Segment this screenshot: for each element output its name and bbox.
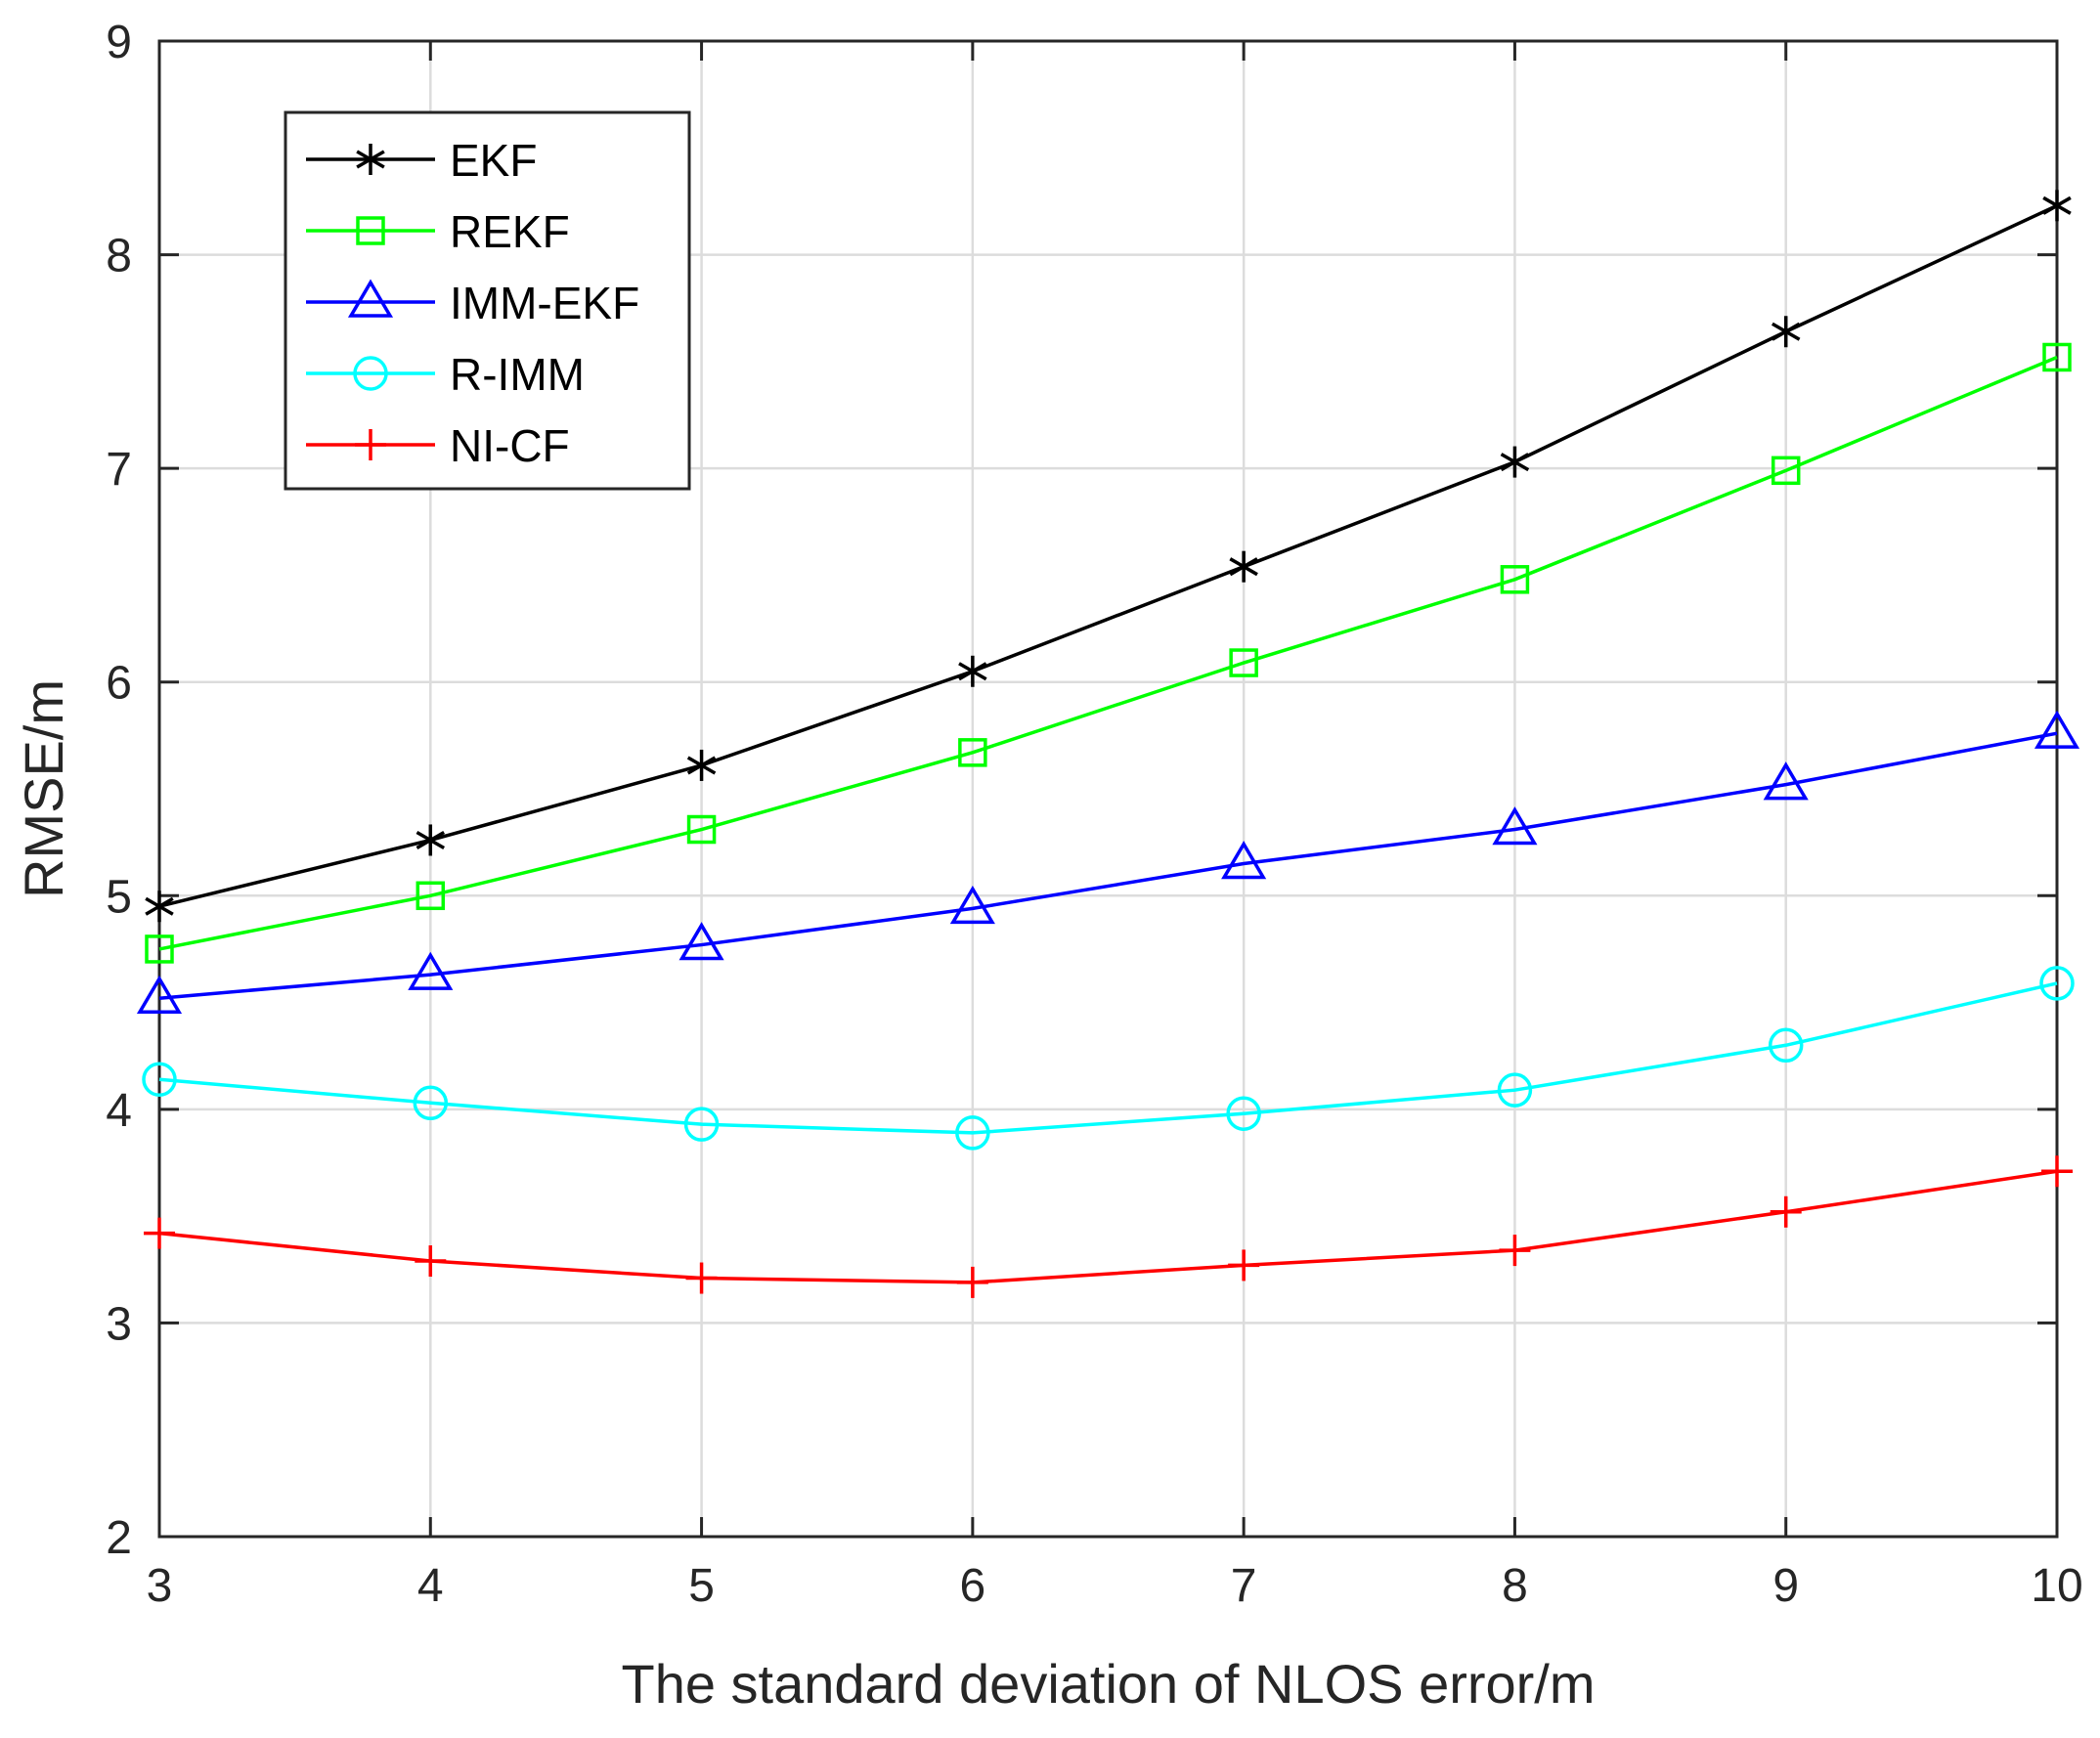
marker-stroke bbox=[1229, 557, 1258, 577]
marker-stroke bbox=[2042, 196, 2072, 215]
data-point bbox=[1226, 1096, 1261, 1131]
marker-stroke bbox=[416, 830, 446, 849]
legend-item: IMM-EKF bbox=[306, 278, 639, 328]
data-point bbox=[683, 1107, 720, 1142]
marker-stroke bbox=[1500, 453, 1530, 472]
data-point bbox=[2042, 190, 2072, 222]
data-point bbox=[1768, 1027, 1804, 1064]
marker-stroke bbox=[958, 662, 987, 681]
legend-marker bbox=[355, 429, 386, 460]
data-point bbox=[2042, 342, 2072, 372]
data-point bbox=[956, 1266, 988, 1298]
series-ni-cf bbox=[144, 1155, 2073, 1298]
data-point bbox=[958, 738, 987, 767]
data-point bbox=[958, 655, 987, 687]
legend-item: REKF bbox=[306, 206, 570, 257]
legend-label: EKF bbox=[450, 135, 537, 186]
x-tick-label: 4 bbox=[417, 1560, 444, 1612]
series-ekf bbox=[145, 190, 2072, 923]
data-point bbox=[145, 891, 174, 923]
data-point bbox=[1229, 648, 1258, 677]
y-tick-label: 9 bbox=[106, 17, 132, 68]
grid-lines bbox=[159, 41, 2057, 1537]
y-axis-label: RMSE/m bbox=[13, 679, 74, 898]
legend-label: NI-CF bbox=[450, 420, 570, 471]
legend-label: R-IMM bbox=[450, 349, 585, 400]
data-point bbox=[1228, 1249, 1260, 1282]
legend-marker bbox=[356, 216, 385, 245]
y-tick-label: 2 bbox=[106, 1512, 132, 1564]
data-point bbox=[1492, 806, 1538, 846]
data-point bbox=[955, 1115, 990, 1151]
data-point bbox=[1500, 446, 1530, 478]
legend: EKF REKF IMM-EKF R-IMM NI-CF bbox=[284, 110, 691, 491]
legend-marker bbox=[356, 144, 385, 175]
y-tick-label: 3 bbox=[106, 1298, 132, 1350]
y-tick-label: 6 bbox=[106, 658, 132, 710]
series-line bbox=[158, 355, 2058, 951]
series-line bbox=[158, 981, 2058, 1135]
data-point bbox=[1497, 1072, 1533, 1108]
legend-marker bbox=[347, 279, 394, 318]
plot-area-frame bbox=[157, 39, 2059, 1539]
data-point bbox=[1771, 456, 1801, 486]
y-tick-label: 7 bbox=[106, 444, 132, 496]
legend-label: REKF bbox=[450, 206, 570, 257]
data-point bbox=[949, 885, 995, 925]
data-point bbox=[1221, 841, 1267, 880]
x-tick-label: 5 bbox=[688, 1560, 715, 1612]
legend-label: IMM-EKF bbox=[450, 278, 639, 328]
legend-item: R-IMM bbox=[306, 349, 585, 400]
y-tick-label: 4 bbox=[106, 1085, 132, 1137]
x-tick-label: 3 bbox=[147, 1560, 173, 1612]
data-point bbox=[416, 881, 446, 911]
x-tick-label: 8 bbox=[1502, 1560, 1528, 1612]
data-point bbox=[1771, 316, 1801, 348]
marker-stroke bbox=[356, 150, 385, 169]
data-point bbox=[145, 934, 174, 964]
x-tick-label: 10 bbox=[2031, 1560, 2082, 1612]
data-point bbox=[685, 1262, 718, 1294]
data-point bbox=[144, 1217, 175, 1249]
data-point bbox=[136, 975, 183, 1014]
legend-item: NI-CF bbox=[306, 420, 570, 471]
marker-stroke bbox=[686, 756, 717, 775]
series-line bbox=[158, 203, 2058, 908]
data-point bbox=[686, 814, 717, 845]
series-imm-ekf bbox=[136, 710, 2080, 1014]
data-point bbox=[1500, 565, 1530, 594]
series-line bbox=[158, 1169, 2058, 1284]
data-point bbox=[1229, 550, 1258, 583]
data-point bbox=[2034, 710, 2080, 749]
marker-stroke bbox=[1771, 322, 1801, 341]
data-series bbox=[136, 190, 2080, 1298]
data-point bbox=[408, 951, 454, 990]
data-point bbox=[2041, 1155, 2073, 1188]
data-point bbox=[413, 1085, 449, 1121]
legend-marker bbox=[353, 356, 388, 391]
x-tick-label: 7 bbox=[1231, 1560, 1257, 1612]
legend-item: EKF bbox=[306, 135, 537, 186]
data-point bbox=[415, 1245, 447, 1278]
data-point bbox=[416, 824, 446, 856]
data-point bbox=[686, 749, 717, 781]
series-rekf bbox=[145, 342, 2072, 964]
x-tick-label: 9 bbox=[1772, 1560, 1799, 1612]
x-axis-label: The standard deviation of NLOS error/m bbox=[621, 1653, 1595, 1715]
data-point bbox=[2039, 966, 2075, 1001]
series-r-imm bbox=[142, 966, 2075, 1151]
series-line bbox=[158, 731, 2058, 1000]
marker-stroke bbox=[145, 896, 174, 916]
x-tick-label: 6 bbox=[960, 1560, 986, 1612]
data-point bbox=[1499, 1235, 1531, 1267]
data-point bbox=[1770, 1195, 1802, 1228]
y-tick-label: 5 bbox=[106, 871, 132, 923]
data-point bbox=[142, 1062, 177, 1098]
y-tick-label: 8 bbox=[106, 231, 132, 282]
data-point bbox=[678, 922, 724, 961]
data-point bbox=[1763, 761, 1809, 801]
